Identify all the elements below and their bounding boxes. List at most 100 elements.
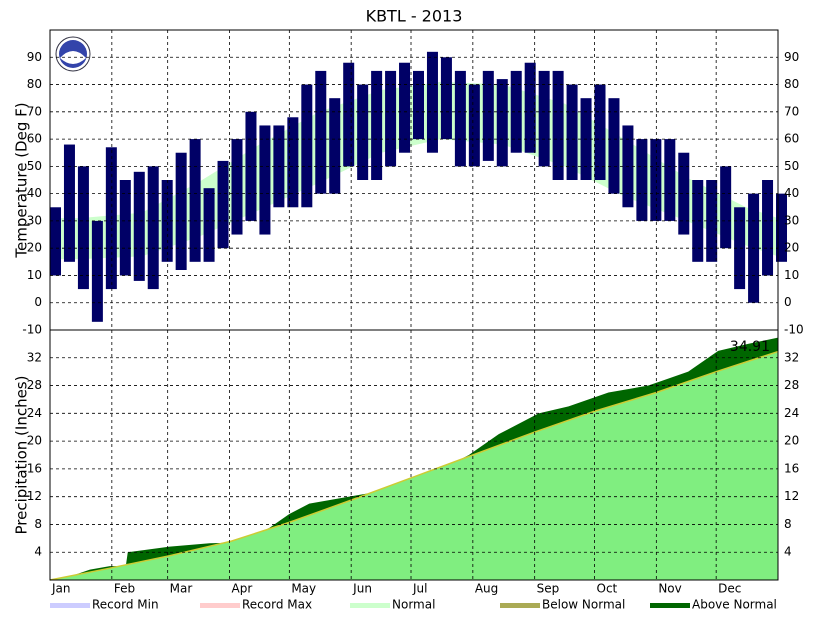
temp-bar — [594, 84, 606, 180]
temp-bar — [552, 70, 564, 180]
temp-bar — [426, 51, 438, 153]
y-tick-label: 20 — [27, 434, 42, 448]
y-tick-label-right: 12 — [784, 489, 799, 503]
x-tick-label: Mar — [170, 582, 193, 596]
legend-swatch — [350, 603, 390, 608]
y-axis-label: Precipitation (Inches) — [13, 376, 31, 535]
y-tick-label-right: 40 — [784, 186, 799, 200]
temp-bar — [105, 147, 117, 290]
temp-bar — [399, 62, 411, 153]
x-tick-label: Apr — [232, 582, 253, 596]
temp-bar — [566, 84, 578, 180]
legend-label: Record Min — [92, 598, 159, 612]
y-tick-label-right: -10 — [784, 323, 804, 337]
temp-bar — [287, 117, 299, 208]
temp-bar — [203, 188, 215, 262]
legend-label: Normal — [392, 598, 435, 612]
temp-bar — [650, 139, 662, 221]
temp-bar — [776, 193, 788, 262]
y-tick-label: 80 — [27, 77, 42, 91]
y-tick-label-right: 50 — [784, 159, 799, 173]
temp-bar — [50, 207, 61, 276]
y-tick-label: 70 — [27, 104, 42, 118]
y-tick-label-right: 90 — [784, 50, 799, 64]
noaa-logo — [55, 36, 91, 72]
temp-bar — [259, 125, 271, 235]
x-tick-label: Jul — [412, 582, 427, 596]
temp-bar — [608, 98, 620, 194]
temp-bar — [161, 180, 173, 262]
normal-area — [50, 351, 778, 580]
temp-bar — [454, 70, 466, 167]
x-tick-label: Jun — [352, 582, 372, 596]
legend-swatch — [500, 603, 540, 608]
chart-title: KBTL - 2013 — [366, 7, 463, 26]
y-tick-label-right: 0 — [784, 295, 792, 309]
y-tick-label: 60 — [27, 132, 42, 146]
x-tick-label: Oct — [597, 582, 618, 596]
legend-swatch — [200, 603, 240, 608]
temp-bar — [189, 139, 201, 262]
temp-bar — [692, 180, 704, 262]
legend-swatch — [50, 603, 90, 608]
legend-label: Below Normal — [542, 598, 625, 612]
y-tick-label: 50 — [27, 159, 42, 173]
plot-border — [49, 329, 779, 581]
temp-bar — [440, 57, 452, 140]
y-tick-label: 90 — [27, 50, 42, 64]
x-tick-label: Nov — [658, 582, 681, 596]
legend-label: Above Normal — [692, 598, 777, 612]
y-axis-label: Temperature (Deg F) — [13, 102, 31, 258]
y-tick-label: 12 — [27, 489, 42, 503]
temp-bar — [538, 70, 550, 167]
temp-bar — [329, 98, 341, 194]
y-tick-label: 16 — [27, 461, 42, 475]
y-tick-label-right: 80 — [784, 77, 799, 91]
y-tick-label-right: 16 — [784, 461, 799, 475]
temp-bar — [720, 166, 732, 249]
y-tick-label: 10 — [27, 268, 42, 282]
temp-bar — [371, 70, 383, 180]
y-tick-label-right: 10 — [784, 268, 799, 282]
temp-bar — [301, 84, 313, 208]
temp-bar — [468, 84, 480, 167]
annotation: 34.91 — [730, 339, 770, 355]
y-tick-label-right: 70 — [784, 104, 799, 118]
y-tick-label-right: 4 — [784, 545, 792, 559]
temp-bar — [510, 70, 522, 153]
y-tick-label-right: 32 — [784, 350, 799, 364]
y-tick-label: 4 — [34, 545, 42, 559]
temp-bar — [762, 180, 774, 276]
legend-label: Record Max — [242, 598, 312, 612]
temp-bar — [482, 70, 494, 161]
x-tick-label: Dec — [718, 582, 741, 596]
y-tick-label: 8 — [34, 517, 42, 531]
temp-bar — [63, 144, 75, 262]
temp-bar — [524, 62, 536, 153]
x-tick-label: May — [291, 582, 316, 596]
y-tick-label: 30 — [27, 213, 42, 227]
temp-bar — [636, 139, 648, 221]
y-tick-label: 0 — [34, 295, 42, 309]
temp-bar — [678, 152, 690, 235]
temp-bar — [734, 207, 746, 290]
y-tick-label: 20 — [27, 241, 42, 255]
temp-bar — [357, 84, 369, 180]
y-tick-label-right: 8 — [784, 517, 792, 531]
temp-bar — [664, 139, 676, 221]
temp-bar — [496, 79, 508, 167]
temp-bar — [231, 139, 243, 235]
y-tick-label-right: 20 — [784, 434, 799, 448]
y-tick-label: -10 — [22, 323, 42, 337]
temp-bar — [133, 171, 145, 281]
y-tick-label: 28 — [27, 378, 42, 392]
temp-bar — [217, 160, 229, 249]
y-tick-label-right: 28 — [784, 378, 799, 392]
y-tick-label: 24 — [27, 406, 42, 420]
temp-bar — [91, 220, 103, 322]
temp-bar — [385, 70, 397, 167]
x-tick-label: Jan — [51, 582, 71, 596]
temp-bar — [413, 70, 425, 140]
temp-bar — [147, 166, 159, 290]
